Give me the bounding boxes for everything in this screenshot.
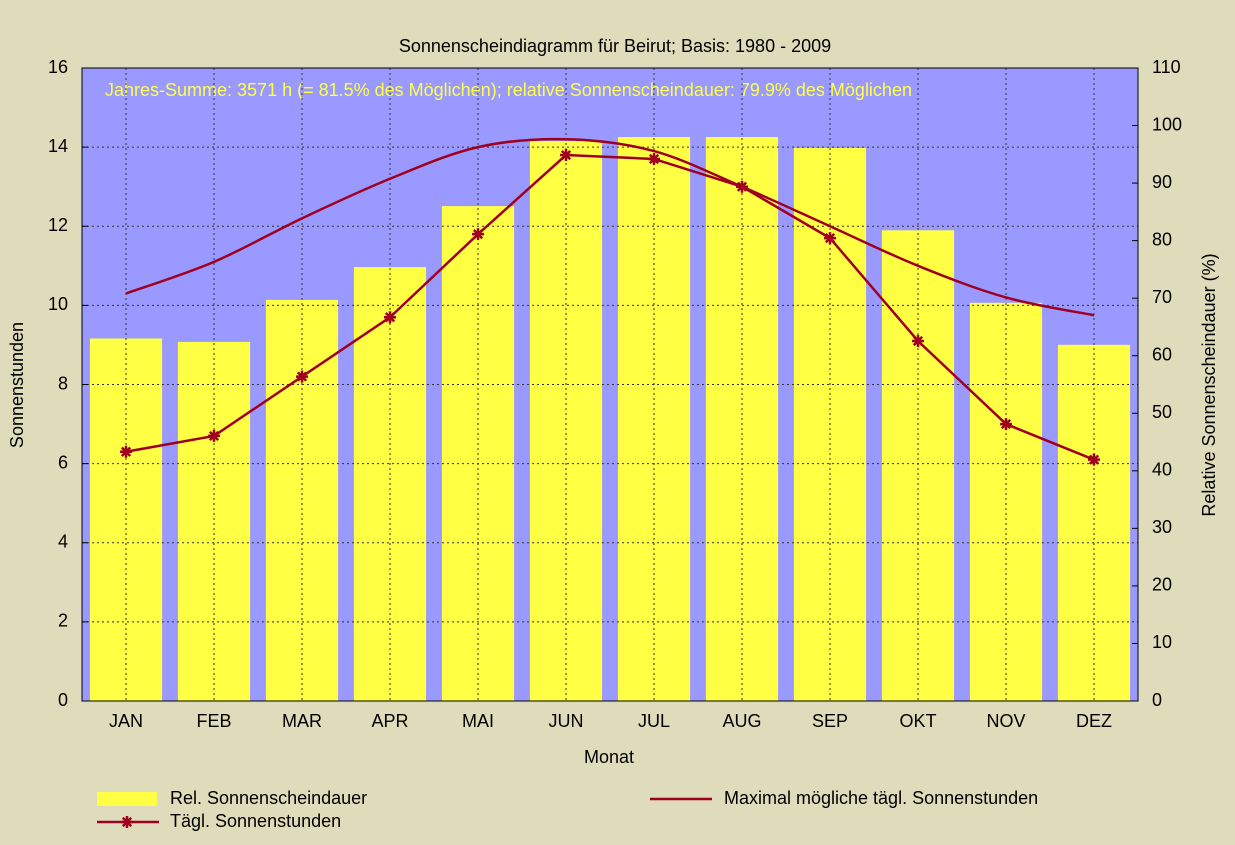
x-tick-label: FEB — [196, 711, 231, 731]
y-tick-label: 12 — [48, 215, 68, 235]
y2-tick-label: 80 — [1152, 229, 1172, 249]
marker — [296, 370, 308, 383]
legend-label: Tägl. Sonnenstunden — [170, 811, 341, 831]
legend-marker — [121, 816, 133, 828]
marker — [120, 445, 132, 458]
x-tick-label: OKT — [899, 711, 936, 731]
marker — [912, 334, 924, 347]
x-tick-label: MAR — [282, 711, 322, 731]
y-tick-label: 16 — [48, 57, 68, 77]
annotation: Jahres-Summe: 3571 h (= 81.5% des Möglic… — [105, 80, 912, 100]
marker — [1000, 418, 1012, 431]
x-tick-label: JUN — [549, 711, 584, 731]
marker — [472, 228, 484, 241]
y2-tick-label: 30 — [1152, 517, 1172, 537]
bar — [969, 302, 1043, 701]
y2-tick-label: 60 — [1152, 344, 1172, 364]
legend-swatch — [97, 792, 157, 806]
marker — [208, 429, 220, 442]
marker — [824, 232, 836, 245]
y-tick-label: 10 — [48, 294, 68, 314]
legend-label: Rel. Sonnenscheindauer — [170, 788, 367, 808]
bar — [177, 341, 251, 701]
chart-title: Sonnenscheindiagramm für Beirut; Basis: … — [399, 36, 831, 56]
y2-tick-label: 20 — [1152, 575, 1172, 595]
y2-tick-label: 10 — [1152, 632, 1172, 652]
line — [125, 137, 1095, 317]
plot-frame — [81, 67, 1139, 702]
x-tick-label: NOV — [986, 711, 1025, 731]
y2-tick-label: 90 — [1152, 172, 1172, 192]
marker — [384, 311, 396, 324]
x-tick-label: JAN — [109, 711, 143, 731]
x-tick-label: APR — [371, 711, 408, 731]
y-tick-label: 14 — [48, 136, 68, 156]
y2-tick-label: 40 — [1152, 460, 1172, 480]
y-tick-label: 0 — [58, 690, 68, 710]
y-axis-label: Sonnenstunden — [7, 322, 27, 448]
y2-tick-label: 0 — [1152, 690, 1162, 710]
marker — [560, 149, 572, 162]
y2-tick-label: 70 — [1152, 287, 1172, 307]
x-tick-label: MAI — [462, 711, 494, 731]
bar — [881, 230, 955, 701]
marker — [648, 152, 660, 165]
marker — [1088, 453, 1100, 466]
line — [125, 153, 1095, 461]
x-tick-label: AUG — [722, 711, 761, 731]
y2-tick-label: 100 — [1152, 114, 1182, 134]
y-tick-label: 8 — [58, 373, 68, 393]
x-tick-label: SEP — [812, 711, 848, 731]
x-tick-label: JUL — [638, 711, 670, 731]
y2-tick-label: 110 — [1152, 57, 1181, 77]
y-tick-label: 2 — [58, 611, 68, 631]
y-tick-label: 4 — [58, 532, 68, 552]
x-axis-label: Monat — [584, 747, 634, 767]
legend-label: Maximal mögliche tägl. Sonnenstunden — [724, 788, 1038, 808]
y2-axis-label: Relative Sonnenscheindauer (%) — [1199, 253, 1219, 516]
y-tick-label: 6 — [58, 452, 68, 472]
x-tick-label: DEZ — [1076, 711, 1112, 731]
bar — [529, 141, 603, 701]
y2-tick-label: 50 — [1152, 402, 1172, 422]
